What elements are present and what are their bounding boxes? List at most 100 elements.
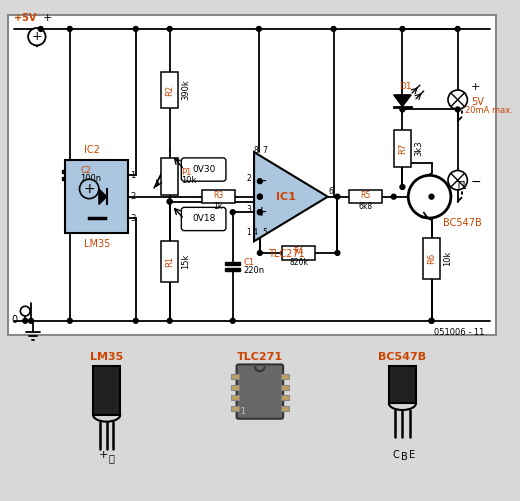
Bar bbox=[93, 366, 120, 415]
FancyBboxPatch shape bbox=[181, 158, 226, 181]
Bar bbox=[225, 269, 240, 272]
Text: E: E bbox=[409, 450, 415, 460]
Text: P1: P1 bbox=[181, 168, 192, 177]
Text: 6: 6 bbox=[329, 187, 334, 196]
Bar bbox=[202, 190, 235, 203]
Circle shape bbox=[335, 250, 340, 256]
Text: +: + bbox=[470, 82, 479, 92]
Bar bbox=[161, 241, 178, 282]
Text: 10k: 10k bbox=[443, 251, 452, 267]
Text: +: + bbox=[256, 205, 268, 219]
Text: 051006 - 11: 051006 - 11 bbox=[434, 328, 485, 337]
Text: R2: R2 bbox=[165, 85, 174, 96]
Text: IC1: IC1 bbox=[276, 192, 296, 202]
Text: 390k: 390k bbox=[181, 80, 190, 100]
Text: 4: 4 bbox=[253, 227, 258, 236]
Bar bbox=[282, 246, 315, 260]
Bar bbox=[281, 395, 289, 400]
Text: 0V18: 0V18 bbox=[192, 214, 215, 223]
Circle shape bbox=[230, 210, 235, 214]
Text: TLC271: TLC271 bbox=[268, 249, 304, 259]
Bar bbox=[394, 130, 411, 167]
Circle shape bbox=[391, 194, 396, 199]
Text: 2: 2 bbox=[246, 174, 251, 183]
Bar bbox=[423, 238, 440, 279]
Circle shape bbox=[167, 27, 172, 32]
Circle shape bbox=[133, 27, 138, 32]
Circle shape bbox=[257, 179, 262, 183]
Text: +: + bbox=[43, 13, 52, 23]
Bar bbox=[8, 347, 497, 485]
Circle shape bbox=[257, 194, 262, 199]
Text: ⏚: ⏚ bbox=[109, 453, 114, 463]
Circle shape bbox=[448, 170, 467, 190]
Bar bbox=[62, 170, 77, 173]
Text: BC547B: BC547B bbox=[443, 218, 482, 228]
Text: R3: R3 bbox=[213, 191, 223, 200]
Circle shape bbox=[400, 107, 405, 112]
Bar bbox=[231, 395, 239, 400]
Bar bbox=[231, 406, 239, 411]
Circle shape bbox=[455, 27, 460, 32]
Circle shape bbox=[38, 27, 43, 32]
Text: −: − bbox=[470, 176, 481, 189]
Text: −: − bbox=[256, 174, 268, 188]
Circle shape bbox=[133, 318, 138, 323]
Text: LM35: LM35 bbox=[90, 352, 123, 362]
Circle shape bbox=[20, 306, 30, 316]
Circle shape bbox=[429, 194, 434, 199]
Text: LM35: LM35 bbox=[84, 239, 110, 249]
Circle shape bbox=[28, 28, 46, 46]
Text: R4: R4 bbox=[293, 247, 304, 257]
Circle shape bbox=[257, 250, 262, 256]
Text: 2: 2 bbox=[131, 192, 136, 201]
Text: 3: 3 bbox=[246, 205, 251, 214]
Circle shape bbox=[429, 318, 434, 323]
Circle shape bbox=[167, 199, 172, 204]
Circle shape bbox=[80, 179, 99, 198]
Bar bbox=[161, 158, 178, 195]
Circle shape bbox=[230, 318, 235, 323]
Polygon shape bbox=[99, 189, 107, 204]
Text: +: + bbox=[83, 182, 95, 196]
Circle shape bbox=[29, 318, 33, 323]
Bar bbox=[8, 16, 497, 335]
Text: 220n: 220n bbox=[243, 266, 265, 275]
Circle shape bbox=[455, 107, 460, 112]
Circle shape bbox=[331, 27, 336, 32]
Text: BC547B: BC547B bbox=[379, 352, 426, 362]
Bar bbox=[349, 190, 382, 203]
Bar bbox=[161, 72, 178, 108]
Bar bbox=[231, 374, 239, 379]
Bar bbox=[389, 366, 416, 403]
Circle shape bbox=[335, 194, 340, 199]
Text: IC2: IC2 bbox=[84, 144, 100, 154]
Bar bbox=[66, 160, 128, 233]
Text: +5V: +5V bbox=[14, 13, 36, 23]
Text: R7: R7 bbox=[398, 143, 407, 154]
FancyBboxPatch shape bbox=[181, 207, 226, 230]
Circle shape bbox=[448, 90, 467, 109]
Bar bbox=[231, 385, 239, 390]
Text: 3: 3 bbox=[131, 213, 136, 222]
Text: 15k: 15k bbox=[181, 254, 190, 269]
Text: 820k: 820k bbox=[289, 258, 308, 267]
Circle shape bbox=[68, 318, 72, 323]
Circle shape bbox=[400, 184, 405, 189]
Text: 1: 1 bbox=[131, 171, 136, 180]
Text: 8: 8 bbox=[253, 146, 258, 155]
Text: 3k3: 3k3 bbox=[414, 140, 423, 156]
Text: 6k8: 6k8 bbox=[358, 201, 373, 210]
Text: 7: 7 bbox=[263, 146, 268, 155]
Text: TLC271: TLC271 bbox=[237, 352, 283, 362]
Circle shape bbox=[257, 210, 262, 214]
Circle shape bbox=[167, 199, 172, 204]
Text: 0: 0 bbox=[11, 315, 18, 325]
Bar bbox=[62, 177, 77, 180]
Text: C1: C1 bbox=[243, 258, 254, 267]
Text: 10k: 10k bbox=[181, 176, 197, 185]
Text: T1: T1 bbox=[455, 181, 467, 191]
Text: 100n: 100n bbox=[81, 174, 101, 183]
Circle shape bbox=[429, 318, 434, 323]
Bar bbox=[225, 262, 240, 265]
